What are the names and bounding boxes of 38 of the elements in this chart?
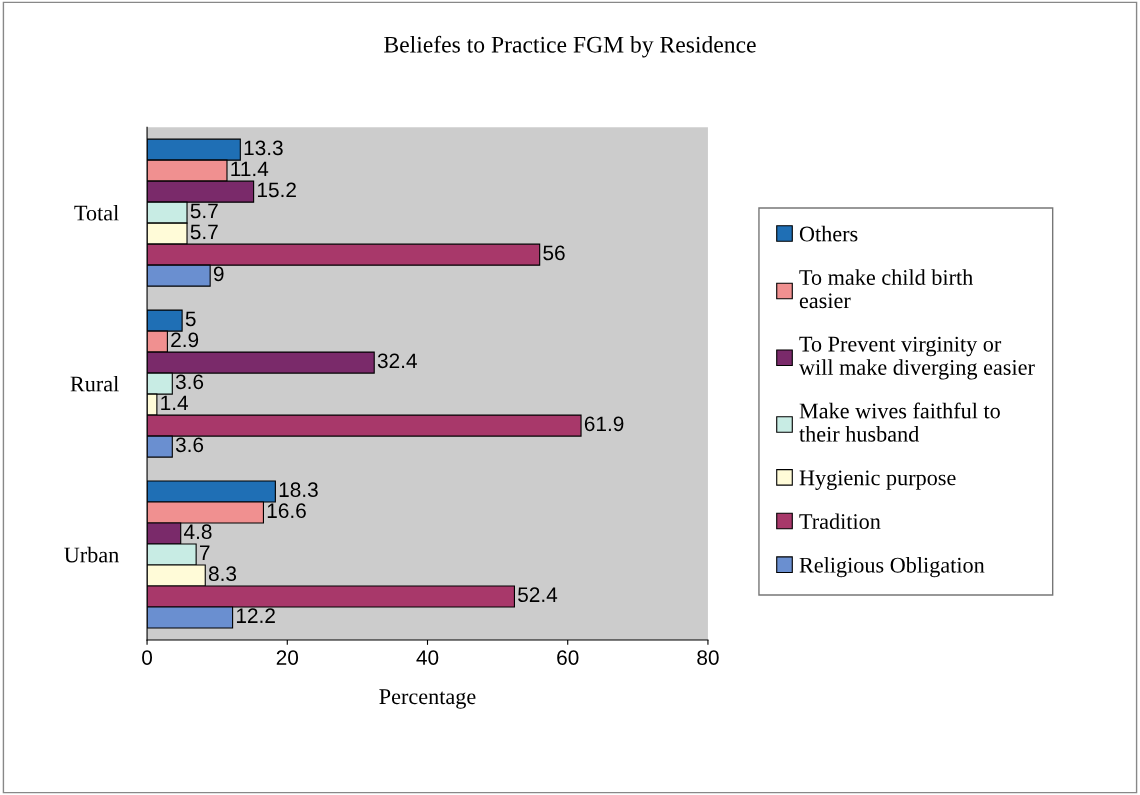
x-tick-label: 40 <box>416 650 439 665</box>
legend-label: Tradition <box>799 513 881 530</box>
data-label: 11.4 <box>231 161 269 177</box>
data-label: 5.7 <box>190 224 218 240</box>
data-label: 15.2 <box>257 182 296 198</box>
data-label: 1.4 <box>161 395 188 410</box>
data-label: 3.6 <box>175 437 204 453</box>
legend-label: To Prevent virginity or will make diverging easier <box>798 336 1035 380</box>
data-label: 8.3 <box>208 566 237 582</box>
legend-label: Religious Obligation <box>799 557 985 578</box>
data-label: 32.4 <box>377 353 417 369</box>
y-tick-label: Rural <box>70 375 119 392</box>
data-label: 5.7 <box>190 203 218 219</box>
legend-label: Others <box>799 225 858 242</box>
data-label: 7 <box>199 545 210 560</box>
x-tick-label: 0 <box>142 650 153 665</box>
x-tick-label: 20 <box>276 650 299 665</box>
data-label: 4.8 <box>183 524 212 540</box>
data-label: 5 <box>185 311 196 327</box>
x-axis-title: Percentage <box>379 689 476 709</box>
data-label: 9 <box>213 266 224 282</box>
data-label: 2.9 <box>171 332 199 348</box>
data-label: 18.3 <box>279 482 318 498</box>
data-label: 16.6 <box>267 503 306 519</box>
legend-label: To make child birth easier <box>799 269 973 309</box>
x-tick-label: 80 <box>697 650 719 665</box>
data-label: 52.4 <box>518 587 558 603</box>
legend-label: Hygienic purpose <box>799 470 956 490</box>
data-label: 56 <box>543 245 565 261</box>
chart-title: Beliefes to Practice FGM by Residence <box>384 35 756 58</box>
y-tick-label: Total <box>74 204 119 221</box>
legend-label: Make wives faithful to their husband <box>799 402 1000 442</box>
data-label: 3.6 <box>175 374 204 390</box>
y-tick-label: Urban <box>64 546 119 563</box>
data-label: 12.2 <box>236 608 275 623</box>
x-tick-label: 60 <box>557 650 579 665</box>
data-label: 61.9 <box>584 416 624 432</box>
data-label: 13.3 <box>244 140 283 156</box>
